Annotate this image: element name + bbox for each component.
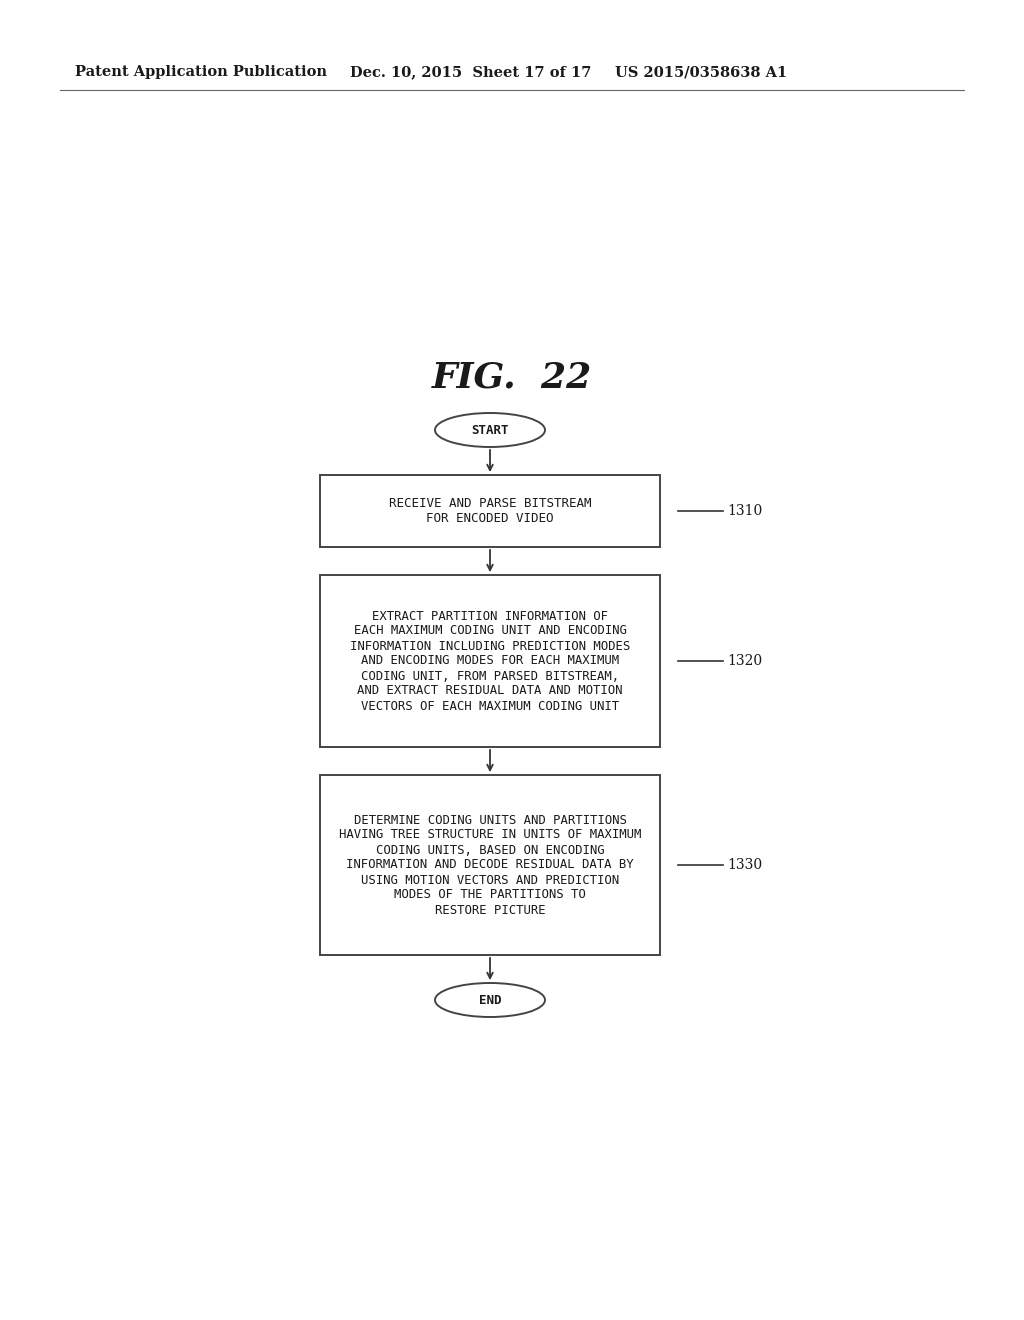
Text: DETERMINE CODING UNITS AND PARTITIONS
HAVING TREE STRUCTURE IN UNITS OF MAXIMUM
: DETERMINE CODING UNITS AND PARTITIONS HA… bbox=[339, 813, 641, 916]
Text: EXTRACT PARTITION INFORMATION OF
EACH MAXIMUM CODING UNIT AND ENCODING
INFORMATI: EXTRACT PARTITION INFORMATION OF EACH MA… bbox=[350, 610, 630, 713]
Text: Dec. 10, 2015  Sheet 17 of 17: Dec. 10, 2015 Sheet 17 of 17 bbox=[350, 65, 592, 79]
Ellipse shape bbox=[435, 983, 545, 1016]
FancyBboxPatch shape bbox=[319, 475, 660, 546]
FancyBboxPatch shape bbox=[319, 775, 660, 954]
Text: END: END bbox=[479, 994, 502, 1006]
Text: START: START bbox=[471, 424, 509, 437]
Text: FIG.  22: FIG. 22 bbox=[432, 360, 592, 395]
Text: RECEIVE AND PARSE BITSTREAM
FOR ENCODED VIDEO: RECEIVE AND PARSE BITSTREAM FOR ENCODED … bbox=[389, 498, 591, 525]
FancyBboxPatch shape bbox=[319, 576, 660, 747]
Ellipse shape bbox=[435, 413, 545, 447]
Text: 1320: 1320 bbox=[727, 653, 762, 668]
Text: Patent Application Publication: Patent Application Publication bbox=[75, 65, 327, 79]
Text: 1310: 1310 bbox=[727, 504, 762, 517]
Text: 1330: 1330 bbox=[727, 858, 762, 873]
Text: US 2015/0358638 A1: US 2015/0358638 A1 bbox=[615, 65, 787, 79]
